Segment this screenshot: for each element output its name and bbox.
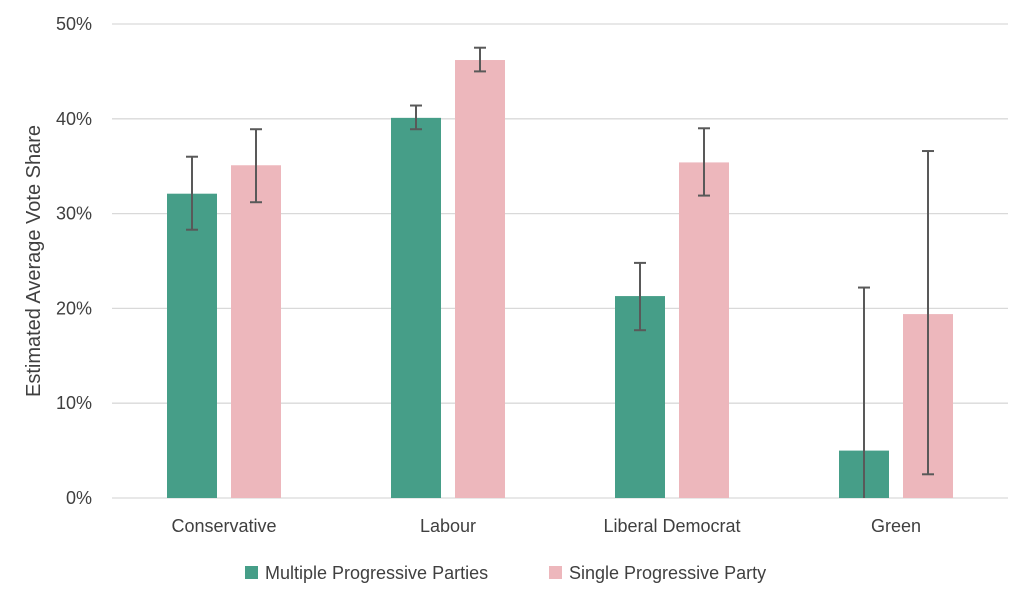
y-tick-label: 30% (56, 204, 92, 224)
bars (167, 60, 953, 499)
y-axis-title: Estimated Average Vote Share (23, 125, 45, 397)
bar (391, 117, 441, 499)
y-tick-label: 0% (66, 488, 92, 508)
y-tick-label: 10% (56, 393, 92, 413)
legend-label: Multiple Progressive Parties (265, 563, 488, 583)
y-tick-label: 40% (56, 109, 92, 129)
legend-label: Single Progressive Party (569, 563, 766, 583)
y-axis-ticks: 0% 10% 20% 30% 40% 50% (56, 14, 92, 508)
bar (231, 165, 281, 498)
category-label: Green (871, 516, 921, 536)
legend-swatch (245, 566, 258, 579)
legend: Multiple Progressive Parties Single Progr… (245, 563, 766, 583)
bar (679, 162, 729, 498)
y-tick-label: 20% (56, 298, 92, 318)
category-label: Labour (420, 516, 476, 536)
category-label: Liberal Democrat (603, 516, 740, 536)
legend-swatch (549, 566, 562, 579)
y-tick-label: 50% (56, 14, 92, 34)
category-label: Conservative (171, 516, 276, 536)
bar (455, 60, 505, 499)
error-bars (186, 46, 934, 498)
x-axis-categories: Conservative Labour Liberal Democrat Green (171, 516, 921, 536)
bar (167, 193, 217, 498)
